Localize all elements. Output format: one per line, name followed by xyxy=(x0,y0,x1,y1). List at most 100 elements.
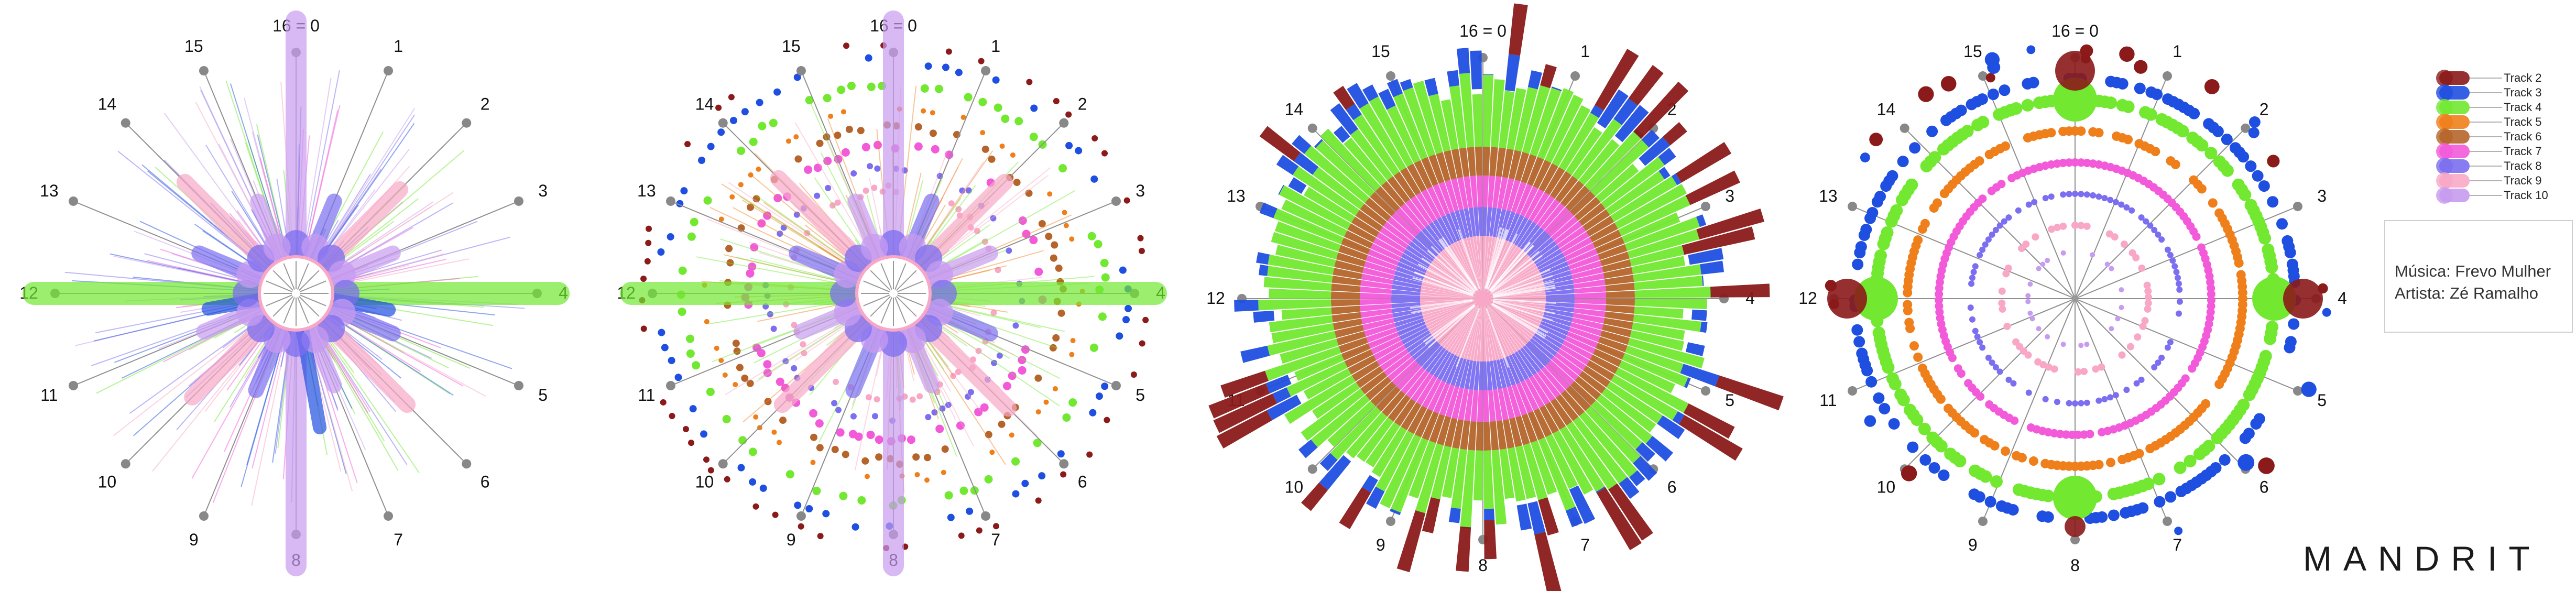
note-dot xyxy=(733,381,738,387)
wedge-bar xyxy=(1625,345,1684,374)
wedge-bar xyxy=(1428,93,1451,152)
wedge-bar xyxy=(1478,207,1483,236)
wedge-bar xyxy=(1279,185,1351,230)
hub-spoke xyxy=(283,297,295,324)
wedge-bar xyxy=(1483,390,1490,422)
note-dot xyxy=(1869,133,1883,147)
wedge-bar xyxy=(1420,296,1483,299)
note-dot xyxy=(2005,214,2012,221)
note-dot xyxy=(945,401,952,408)
note-dot xyxy=(2175,275,2181,281)
sector-label: 10 xyxy=(1285,478,1304,497)
note-dot xyxy=(1101,273,1110,282)
wedge-bar xyxy=(1441,299,1483,348)
note-dot xyxy=(999,143,1005,149)
wedge-bar xyxy=(1634,276,1703,290)
wedge-bar xyxy=(1554,221,1582,245)
note-dot xyxy=(1926,431,1939,444)
wedge-bar xyxy=(1573,313,1605,324)
note-dot xyxy=(2071,158,2079,167)
note-dot xyxy=(980,130,986,136)
wedge-bar xyxy=(1658,167,1671,180)
wedge-bar xyxy=(1336,331,1366,346)
note-dot xyxy=(1982,241,1989,248)
note-dot xyxy=(1969,316,1975,323)
note-dot xyxy=(875,435,883,444)
note-dot xyxy=(1116,332,1123,340)
note-dot xyxy=(687,232,696,241)
note-dot xyxy=(752,503,759,510)
note-dot xyxy=(686,349,695,358)
note-dot xyxy=(2165,491,2177,503)
note-dot xyxy=(1917,363,1927,373)
note-dot xyxy=(1138,247,1145,254)
wedge-bar xyxy=(1491,79,1505,148)
wedge-bar xyxy=(1483,207,1488,236)
wedge-bar xyxy=(1457,240,1483,299)
note-stroke xyxy=(922,174,1049,272)
note-dot xyxy=(874,396,880,403)
wedge-bar xyxy=(1331,283,1361,292)
wedge-bar xyxy=(1312,382,1360,419)
wedge-bar xyxy=(1671,173,1682,185)
wedge-bar xyxy=(1253,311,1275,323)
wedge-bar xyxy=(1488,390,1496,422)
wedge-bar xyxy=(1456,48,1470,74)
note-dot xyxy=(984,475,993,484)
note-dot xyxy=(1856,347,1868,359)
note-stroke xyxy=(315,108,416,263)
legend-label: Track 10 xyxy=(2504,189,2548,202)
wedge-bar xyxy=(1347,223,1376,243)
note-dot xyxy=(2010,380,2017,387)
wedge-bar xyxy=(1570,260,1602,275)
note-stroke xyxy=(113,315,268,436)
axis-end-marker xyxy=(384,66,394,76)
center-streak xyxy=(1491,255,1543,293)
song-title: Música: Frevo Mulher xyxy=(2395,262,2551,280)
note-dot xyxy=(2207,302,2215,311)
wedge-bar xyxy=(1360,203,1387,226)
wedge-bar xyxy=(1267,266,1333,283)
wedge-bar xyxy=(1364,323,1396,337)
note-dot xyxy=(728,94,735,101)
wedge-bar xyxy=(1422,299,1483,319)
legend-swatch-dot xyxy=(2436,143,2453,160)
wedge-bar xyxy=(1303,368,1351,400)
note-stroke xyxy=(113,255,260,287)
wedge-bar xyxy=(1483,299,1525,347)
wedge-bar xyxy=(1387,79,1403,97)
note-dot xyxy=(1894,388,1907,401)
wedge-bar xyxy=(1344,137,1387,186)
note-dot xyxy=(1968,280,1975,287)
wedge-bar xyxy=(1350,129,1393,181)
note-dot xyxy=(2234,258,2244,268)
note-dot xyxy=(722,414,731,423)
note-dot xyxy=(1873,392,1885,404)
wedge-bar xyxy=(1347,83,1369,109)
wedge-bar xyxy=(1565,127,1602,176)
note-dot xyxy=(865,54,872,62)
note-dot xyxy=(2046,128,2056,138)
wedge-bar xyxy=(1380,434,1422,509)
note-dot xyxy=(1010,152,1016,158)
note-dot xyxy=(1069,352,1075,357)
wedge-bar xyxy=(1378,89,1396,110)
note-dot xyxy=(667,233,674,240)
note-dot xyxy=(2078,191,2084,198)
wedge-bar xyxy=(1370,336,1402,355)
note-dot xyxy=(2027,281,2033,287)
note-dot xyxy=(1955,104,1967,116)
wedge-bar xyxy=(1568,327,1600,343)
note-dot xyxy=(1009,432,1014,438)
wedge-bar xyxy=(1395,266,1424,279)
wedge-bar xyxy=(1564,243,1596,261)
note-dot xyxy=(2167,339,2174,346)
wedge-bar xyxy=(1341,343,1371,360)
note-dot xyxy=(2029,316,2035,322)
wedge-bar xyxy=(1486,207,1492,236)
note-dot xyxy=(2123,135,2133,145)
wedge-bar xyxy=(1356,366,1383,388)
wedge-bar xyxy=(1556,394,1579,421)
note-dot xyxy=(1989,231,1995,238)
sector-label: 2 xyxy=(2260,100,2269,118)
